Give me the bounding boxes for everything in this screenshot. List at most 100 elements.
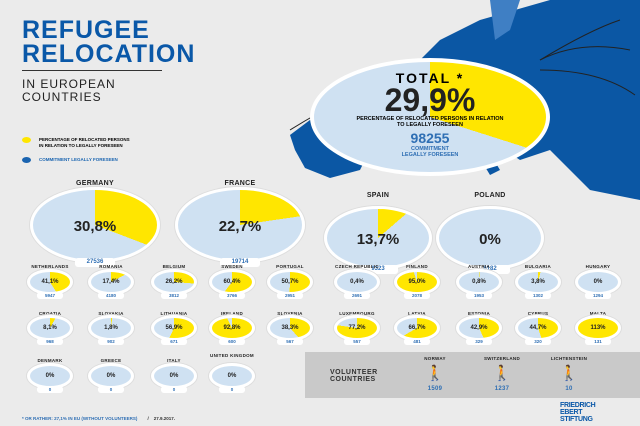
percentage-value: 0% bbox=[45, 373, 55, 379]
country-pie: 30,8% bbox=[30, 187, 160, 263]
percentage-value: 95,0% bbox=[408, 279, 426, 285]
total-percentage: 29,9% bbox=[384, 82, 476, 118]
percentage-value: 0% bbox=[593, 279, 603, 285]
volunteer-count: 1509 bbox=[427, 386, 443, 392]
country-label: FRANCE bbox=[224, 180, 256, 187]
country-pie: 8,1% bbox=[27, 315, 73, 341]
country-label: FINLAND bbox=[406, 264, 428, 269]
total-commitment: 98255 bbox=[410, 130, 450, 146]
page-subtitle: IN EUROPEAN COUNTRIES bbox=[22, 77, 116, 104]
percentage-value: 17,4% bbox=[102, 279, 120, 285]
percentage-value: 50,7% bbox=[281, 279, 299, 285]
commitment-value: 671 bbox=[161, 337, 187, 345]
commitment-value: 557 bbox=[344, 337, 370, 345]
country-pie: 113% bbox=[575, 315, 621, 341]
yellow-dot-icon bbox=[22, 137, 31, 143]
percentage-value: 92,8% bbox=[223, 325, 241, 331]
percentage-value: 13,7% bbox=[356, 230, 400, 248]
country-label: ESTONIA bbox=[467, 311, 491, 316]
country-label: CROATIA bbox=[38, 311, 62, 316]
percentage-value: 77,2% bbox=[348, 325, 366, 331]
percentage-value: 0% bbox=[106, 373, 116, 379]
blue-dot-icon bbox=[22, 157, 31, 163]
country-label: HUNGARY bbox=[585, 264, 611, 269]
percentage-value: 30,8% bbox=[73, 217, 117, 235]
percentage-value: 1,8% bbox=[104, 325, 118, 331]
volunteer-label: VOLUNTEER COUNTRIES bbox=[330, 369, 378, 383]
commitment-value: 0 bbox=[161, 385, 187, 393]
country-label: POLAND bbox=[474, 192, 506, 199]
country-label: MALTA bbox=[589, 311, 607, 316]
country-label: SLOVENIA bbox=[277, 311, 303, 316]
country-label: CYPRUS bbox=[527, 311, 549, 316]
country-label: LATVIA bbox=[408, 311, 426, 316]
country-label: DENMARK bbox=[37, 358, 63, 363]
total-commitment-label: COMMITMENT LEGALLY FORESEEN bbox=[401, 146, 459, 158]
country-pie: 0% bbox=[436, 206, 544, 270]
country-pie: 22,7% bbox=[175, 187, 305, 263]
percentage-value: 44,7% bbox=[529, 325, 547, 331]
commitment-value: 3766 bbox=[219, 291, 245, 299]
volunteer-count: 10 bbox=[565, 386, 573, 392]
percentage-value: 3,8% bbox=[531, 279, 545, 285]
commitment-value: 329 bbox=[466, 337, 492, 345]
commitment-value: 320 bbox=[525, 337, 551, 345]
country-label: LITHUANIA bbox=[160, 311, 188, 316]
walking-person-icon: 🚶 bbox=[425, 365, 445, 382]
country-pie: 0,8% bbox=[456, 269, 502, 295]
commitment-value: 481 bbox=[404, 337, 430, 345]
total-description: PERCENTAGE OF RELOCATED PERSONS IN RELAT… bbox=[356, 116, 504, 128]
percentage-value: 41,1% bbox=[41, 279, 59, 285]
walking-person-icon: 🚶 bbox=[492, 365, 512, 382]
percentage-value: 60,4% bbox=[223, 279, 241, 285]
percentage-value: 0% bbox=[169, 373, 179, 379]
volunteer-country-name: SWITZERLAND bbox=[483, 356, 521, 361]
country-pie: 0,4% bbox=[334, 269, 380, 295]
legend-item-percentage: PERCENTAGE OF RELOCATED PERSONS IN RELAT… bbox=[22, 137, 132, 148]
commitment-value: 5947 bbox=[37, 291, 63, 299]
commitment-value: 4180 bbox=[98, 291, 124, 299]
legend-label: PERCENTAGE OF RELOCATED PERSONS IN RELAT… bbox=[39, 137, 130, 148]
legend-label: COMMITMENT LEGALLY FORESEEN bbox=[39, 157, 118, 162]
country-label: PORTUGAL bbox=[276, 264, 304, 269]
percentage-value: 8,1% bbox=[43, 325, 57, 331]
country-pie: 0% bbox=[88, 363, 134, 389]
volunteer-country-name: LICHTENSTEIN bbox=[550, 356, 588, 361]
commitment-value: 2078 bbox=[404, 291, 430, 299]
percentage-value: 113% bbox=[590, 325, 606, 331]
volunteer-country-name: NORWAY bbox=[424, 356, 446, 361]
commitment-value: 2951 bbox=[277, 291, 303, 299]
percentage-value: 0% bbox=[227, 373, 237, 379]
total-pie: TOTAL * 29,9% PERCENTAGE OF RELOCATED PE… bbox=[310, 58, 550, 176]
commitment-value: 27536 bbox=[75, 258, 115, 267]
commitment-value: 2691 bbox=[344, 291, 370, 299]
country-label: NETHERLANDS bbox=[31, 264, 69, 269]
commitment-value: 131 bbox=[585, 337, 611, 345]
page-title: REFUGEE RELOCATION bbox=[22, 16, 196, 68]
footnote-star: * bbox=[456, 70, 465, 86]
percentage-value: 22,7% bbox=[218, 217, 262, 235]
commitment-value: 968 bbox=[37, 337, 63, 345]
commitment-value: 9323 bbox=[358, 265, 398, 274]
percentage-value: 0% bbox=[479, 230, 501, 248]
country-label: LUXEMBOURG bbox=[339, 311, 375, 316]
country-label: GREECE bbox=[100, 358, 122, 363]
country-label: CZECH REPUBLIC bbox=[335, 264, 379, 269]
title-divider bbox=[22, 70, 162, 71]
legend-item-commitment: COMMITMENT LEGALLY FORESEEN bbox=[22, 157, 132, 163]
commitment-value: 19714 bbox=[220, 258, 260, 267]
commitment-value: 600 bbox=[219, 337, 245, 345]
country-pie: 13,7% bbox=[324, 206, 432, 270]
commitment-value: 567 bbox=[277, 337, 303, 345]
commitment-value: 1302 bbox=[525, 291, 551, 299]
commitment-value: 0 bbox=[37, 385, 63, 393]
fes-logo: FRIEDRICH EBERT STIFTUNG bbox=[560, 402, 596, 423]
country-label: AUSTRIA bbox=[467, 264, 491, 269]
commitment-value: 902 bbox=[98, 337, 124, 345]
country-label: SPAIN bbox=[366, 192, 390, 199]
commitment-value: 1953 bbox=[466, 291, 492, 299]
footnote: * OR RATHER: 27,1% IN EU (WITHOUT VOLUNT… bbox=[22, 416, 176, 421]
commitment-value: 0 bbox=[98, 385, 124, 393]
commitment-value: 6182 bbox=[470, 265, 510, 274]
percentage-value: 56,9% bbox=[165, 325, 183, 331]
